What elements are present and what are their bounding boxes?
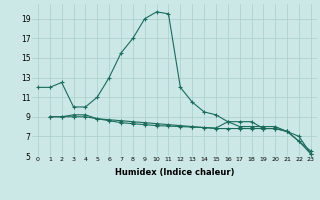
X-axis label: Humidex (Indice chaleur): Humidex (Indice chaleur) [115,168,234,177]
